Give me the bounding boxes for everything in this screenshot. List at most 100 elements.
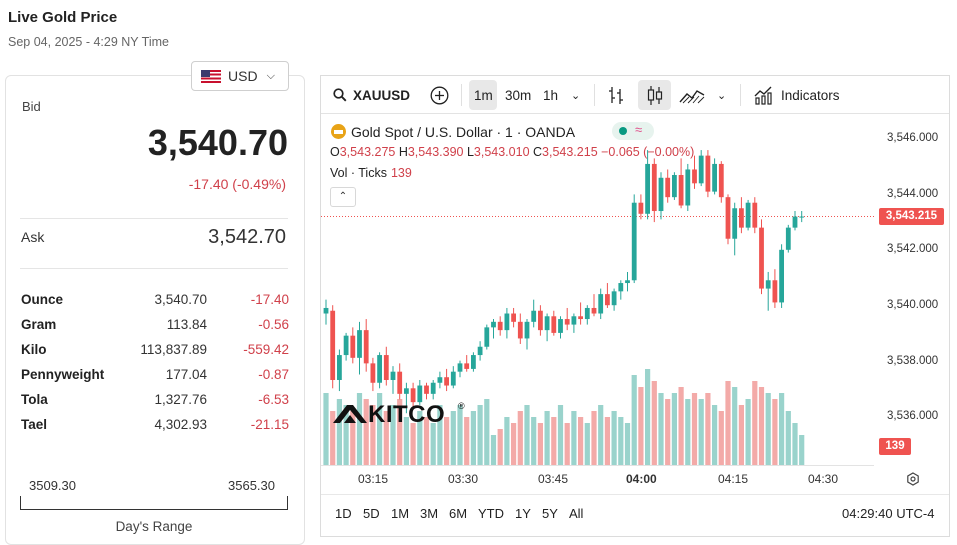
candle-body bbox=[772, 280, 778, 303]
candle-body bbox=[357, 330, 362, 358]
indicators-icon[interactable] bbox=[754, 86, 774, 105]
volume-bar bbox=[330, 411, 336, 465]
volume-bar bbox=[383, 411, 389, 465]
range-all[interactable]: All bbox=[569, 506, 584, 521]
gold-coin-icon bbox=[331, 124, 346, 139]
range-1y[interactable]: 1Y bbox=[515, 506, 531, 521]
unit-row-ounce: Ounce 3,540.70 -17.40 bbox=[21, 292, 289, 312]
unit-name: Ounce bbox=[21, 292, 64, 307]
unit-row-tola: Tola 1,327.76 -6.53 bbox=[21, 392, 289, 412]
candle-body bbox=[404, 388, 409, 394]
volume-bar bbox=[738, 405, 744, 465]
volume-bar bbox=[712, 405, 718, 465]
chart-type-chevron-icon[interactable]: ⌄ bbox=[717, 90, 727, 102]
volume-bar bbox=[745, 399, 751, 465]
volume-bar bbox=[598, 405, 604, 465]
volume-bar bbox=[578, 417, 584, 465]
volume-bar bbox=[450, 411, 456, 465]
unit-row-tael: Tael 4,302.93 -21.15 bbox=[21, 417, 289, 437]
volume-bar bbox=[484, 399, 490, 465]
volume-bar bbox=[631, 375, 637, 465]
close-value: 3,543.215 bbox=[542, 145, 598, 159]
volume-bar bbox=[356, 393, 363, 465]
range-6m[interactable]: 6M bbox=[449, 506, 468, 521]
area-chart-type-icon[interactable] bbox=[679, 87, 705, 104]
range-1d[interactable]: 1D bbox=[335, 506, 352, 521]
volume-bar bbox=[698, 399, 704, 465]
interval-more-chevron-icon[interactable]: ⌄ bbox=[571, 90, 581, 102]
candlestick-chart-type-icon[interactable] bbox=[646, 85, 664, 106]
candle-body bbox=[464, 363, 470, 369]
registered-mark: ® bbox=[458, 401, 465, 411]
search-icon[interactable] bbox=[333, 88, 347, 102]
candle-body bbox=[718, 163, 724, 198]
unit-price: 177.04 bbox=[165, 367, 207, 382]
candle-body bbox=[484, 327, 490, 347]
volume-bar bbox=[323, 393, 329, 465]
current-price-tag: 3,543.215 bbox=[879, 208, 944, 225]
range-ytd[interactable]: YTD bbox=[478, 506, 504, 521]
settings-gear-icon[interactable] bbox=[906, 472, 920, 486]
volume-bar bbox=[423, 417, 430, 465]
volume-bar bbox=[444, 417, 450, 465]
volume-bar bbox=[752, 381, 758, 465]
candle-body bbox=[685, 169, 691, 206]
volume-bar bbox=[403, 417, 409, 465]
range-5d[interactable]: 5D bbox=[363, 506, 380, 521]
volume-label: Vol · Ticks bbox=[330, 166, 387, 180]
candle-body bbox=[383, 355, 389, 380]
ask-price: 3,542.70 bbox=[208, 226, 286, 248]
volume-bar bbox=[638, 387, 644, 465]
volume-bar bbox=[343, 405, 349, 465]
range-bar-divider bbox=[321, 494, 949, 495]
candle-body bbox=[678, 175, 684, 206]
candle-body bbox=[625, 280, 630, 284]
unit-price: 4,302.93 bbox=[154, 417, 207, 432]
candle-body bbox=[363, 330, 369, 364]
add-symbol-icon[interactable] bbox=[430, 86, 449, 105]
volume-bar bbox=[732, 387, 738, 465]
candlestick-chart[interactable] bbox=[321, 115, 874, 465]
volume-bar bbox=[397, 399, 403, 465]
range-5y[interactable]: 5Y bbox=[542, 506, 558, 521]
price-tick: 3,538.000 bbox=[887, 355, 939, 367]
symbol-legend-title[interactable]: Gold Spot / U.S. Dollar · 1 · OANDA bbox=[351, 124, 576, 140]
time-tick: 04:30 bbox=[808, 472, 839, 486]
range-1m[interactable]: 1M bbox=[391, 506, 410, 521]
candle-body bbox=[799, 216, 805, 218]
interval-30m[interactable]: 30m bbox=[505, 88, 532, 103]
market-status-pill[interactable] bbox=[612, 122, 654, 140]
candle-body bbox=[672, 175, 677, 198]
candle-body bbox=[705, 155, 711, 192]
volume-bar bbox=[772, 399, 778, 465]
candle-body bbox=[491, 321, 496, 328]
candle-body bbox=[725, 197, 731, 239]
bid-label: Bid bbox=[22, 99, 41, 114]
volume-bar bbox=[651, 381, 657, 465]
candles-highlight bbox=[638, 80, 671, 110]
volume-bar bbox=[685, 399, 691, 465]
candle-body bbox=[437, 377, 443, 383]
volume-bar bbox=[497, 429, 503, 465]
volume-bar bbox=[350, 411, 356, 465]
interval-1h[interactable]: 1h bbox=[543, 88, 559, 103]
collapse-legend-button[interactable]: ⌃ bbox=[330, 187, 356, 207]
unit-price: 1,327.76 bbox=[154, 392, 207, 407]
range-3m[interactable]: 3M bbox=[420, 506, 439, 521]
candle-body bbox=[651, 163, 657, 212]
candle-body bbox=[584, 307, 590, 320]
candle-body bbox=[430, 382, 436, 394]
currency-selector[interactable]: USD ⌵ bbox=[191, 61, 289, 91]
volume-bar bbox=[618, 417, 624, 465]
divider bbox=[20, 268, 288, 269]
indicators-button[interactable]: Indicators bbox=[781, 88, 840, 103]
symbol-search[interactable]: XAUUSD bbox=[353, 88, 411, 103]
candle-body bbox=[330, 310, 336, 380]
bar-chart-type-icon[interactable] bbox=[607, 86, 625, 105]
interval-1m[interactable]: 1m bbox=[474, 88, 493, 103]
interval-1m-highlight bbox=[469, 80, 497, 110]
volume-bar bbox=[645, 369, 651, 465]
candle-body bbox=[377, 355, 382, 383]
volume-bar bbox=[511, 423, 517, 465]
timestamp: Sep 04, 2025 - 4:29 NY Time bbox=[8, 35, 169, 49]
